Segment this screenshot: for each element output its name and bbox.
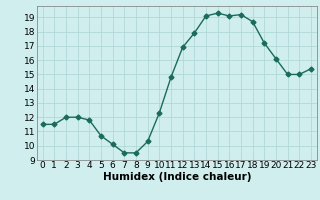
X-axis label: Humidex (Indice chaleur): Humidex (Indice chaleur) <box>102 172 251 182</box>
